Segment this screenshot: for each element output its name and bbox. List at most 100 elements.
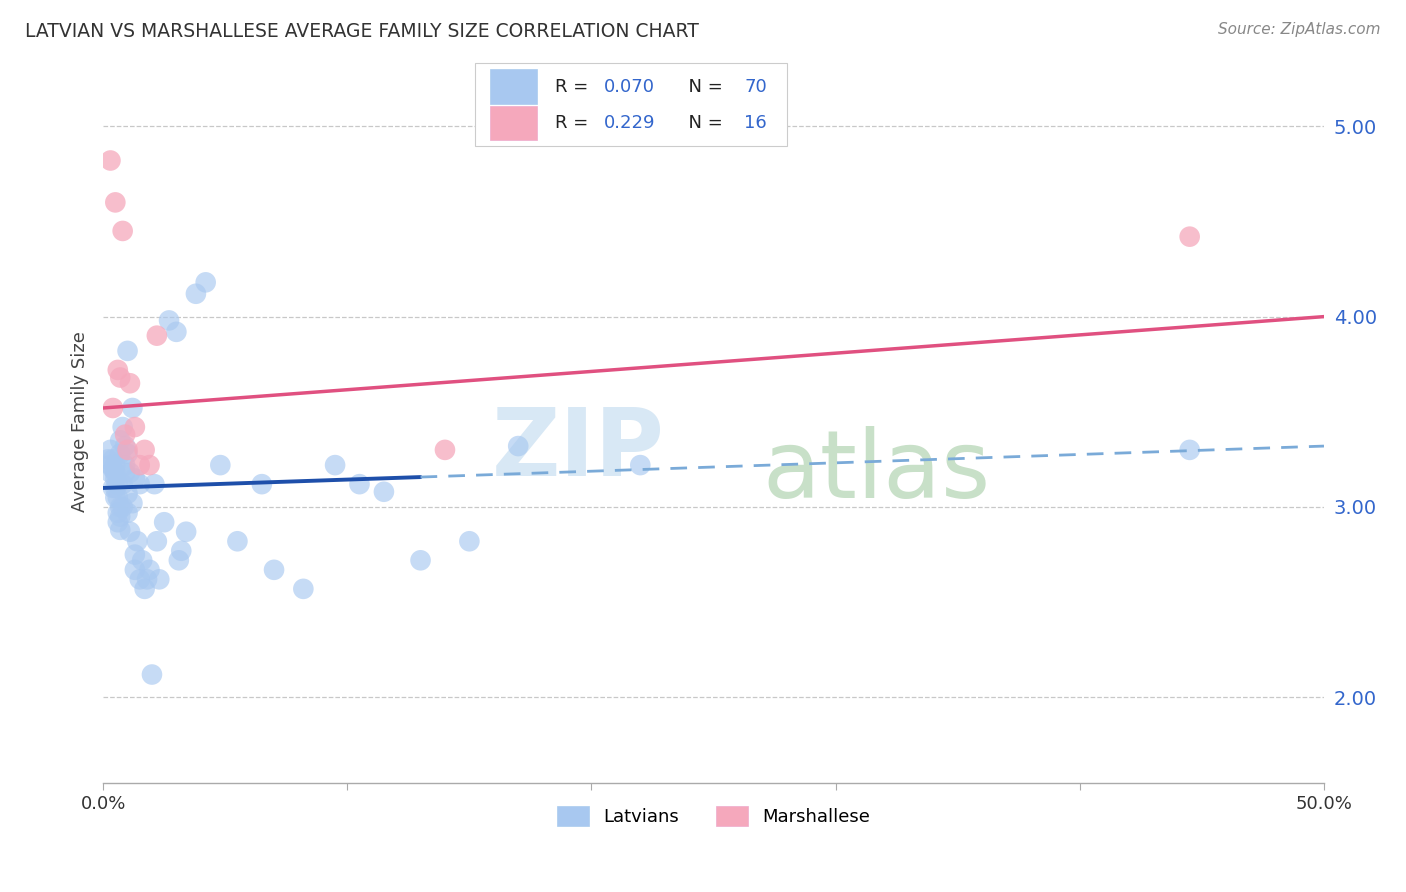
Point <box>628 458 651 472</box>
Point <box>373 484 395 499</box>
Point <box>127 534 149 549</box>
Point <box>128 458 150 472</box>
Point <box>111 477 134 491</box>
Point <box>194 276 217 290</box>
Point <box>226 534 249 549</box>
Point <box>124 563 146 577</box>
Point <box>143 477 166 491</box>
Point <box>121 401 143 415</box>
Point <box>104 195 127 210</box>
Point <box>114 466 136 480</box>
Point <box>138 563 160 577</box>
Text: R =: R = <box>555 114 593 132</box>
Text: atlas: atlas <box>762 426 991 518</box>
Point <box>104 491 127 505</box>
Point <box>292 582 315 596</box>
Point <box>165 325 187 339</box>
Point <box>118 376 141 391</box>
Point <box>107 515 129 529</box>
Point <box>128 572 150 586</box>
Point <box>111 224 134 238</box>
Point <box>131 553 153 567</box>
Point <box>146 534 169 549</box>
FancyBboxPatch shape <box>475 63 787 146</box>
Point <box>101 401 124 415</box>
Point <box>458 534 481 549</box>
Point <box>110 523 132 537</box>
Point <box>409 553 432 567</box>
Text: N =: N = <box>676 114 728 132</box>
Point <box>433 442 456 457</box>
Point <box>141 667 163 681</box>
Point <box>107 491 129 505</box>
Point <box>110 500 132 514</box>
Point <box>100 466 122 480</box>
Point <box>170 543 193 558</box>
Point <box>114 458 136 472</box>
Point <box>128 477 150 491</box>
Point <box>100 153 122 168</box>
Point <box>146 328 169 343</box>
Point <box>148 572 170 586</box>
Point <box>157 313 180 327</box>
Point <box>110 370 132 384</box>
Point <box>101 481 124 495</box>
Point <box>263 563 285 577</box>
Point <box>349 477 371 491</box>
Point <box>138 458 160 472</box>
Point <box>117 442 139 457</box>
Point <box>1178 229 1201 244</box>
Point <box>101 462 124 476</box>
Point <box>184 286 207 301</box>
Legend: Latvians, Marshallese: Latvians, Marshallese <box>548 797 879 836</box>
Point <box>111 420 134 434</box>
Text: 70: 70 <box>744 78 766 95</box>
Point <box>117 486 139 500</box>
Point <box>117 506 139 520</box>
Point <box>124 548 146 562</box>
Point <box>167 553 190 567</box>
Text: R =: R = <box>555 78 593 95</box>
Text: 16: 16 <box>744 114 766 132</box>
Bar <box>491 70 537 103</box>
Point <box>110 509 132 524</box>
Point <box>118 466 141 480</box>
Point <box>107 363 129 377</box>
Text: 0.229: 0.229 <box>603 114 655 132</box>
Point <box>124 420 146 434</box>
Point <box>111 500 134 514</box>
Point <box>134 442 156 457</box>
Point <box>250 477 273 491</box>
Point <box>508 439 530 453</box>
Text: Source: ZipAtlas.com: Source: ZipAtlas.com <box>1218 22 1381 37</box>
Point <box>121 496 143 510</box>
Text: LATVIAN VS MARSHALLESE AVERAGE FAMILY SIZE CORRELATION CHART: LATVIAN VS MARSHALLESE AVERAGE FAMILY SI… <box>25 22 699 41</box>
Point <box>114 427 136 442</box>
Point <box>104 471 127 485</box>
Bar <box>491 106 537 140</box>
Point <box>124 471 146 485</box>
Point <box>117 447 139 461</box>
Point <box>209 458 232 472</box>
Point <box>153 515 176 529</box>
Point <box>104 481 127 495</box>
Point <box>107 506 129 520</box>
Point <box>174 524 197 539</box>
Y-axis label: Average Family Size: Average Family Size <box>72 331 89 512</box>
Point <box>114 439 136 453</box>
Text: ZIP: ZIP <box>492 404 665 496</box>
Point <box>118 524 141 539</box>
Point <box>107 477 129 491</box>
Point <box>323 458 346 472</box>
Point <box>97 452 120 467</box>
Point <box>1178 442 1201 457</box>
Text: 0.070: 0.070 <box>603 78 655 95</box>
Point <box>104 466 127 480</box>
Point <box>136 572 159 586</box>
Point <box>110 434 132 448</box>
Point <box>104 458 127 472</box>
Point <box>134 582 156 596</box>
Point <box>100 458 122 472</box>
Text: N =: N = <box>676 78 728 95</box>
Point <box>100 442 122 457</box>
